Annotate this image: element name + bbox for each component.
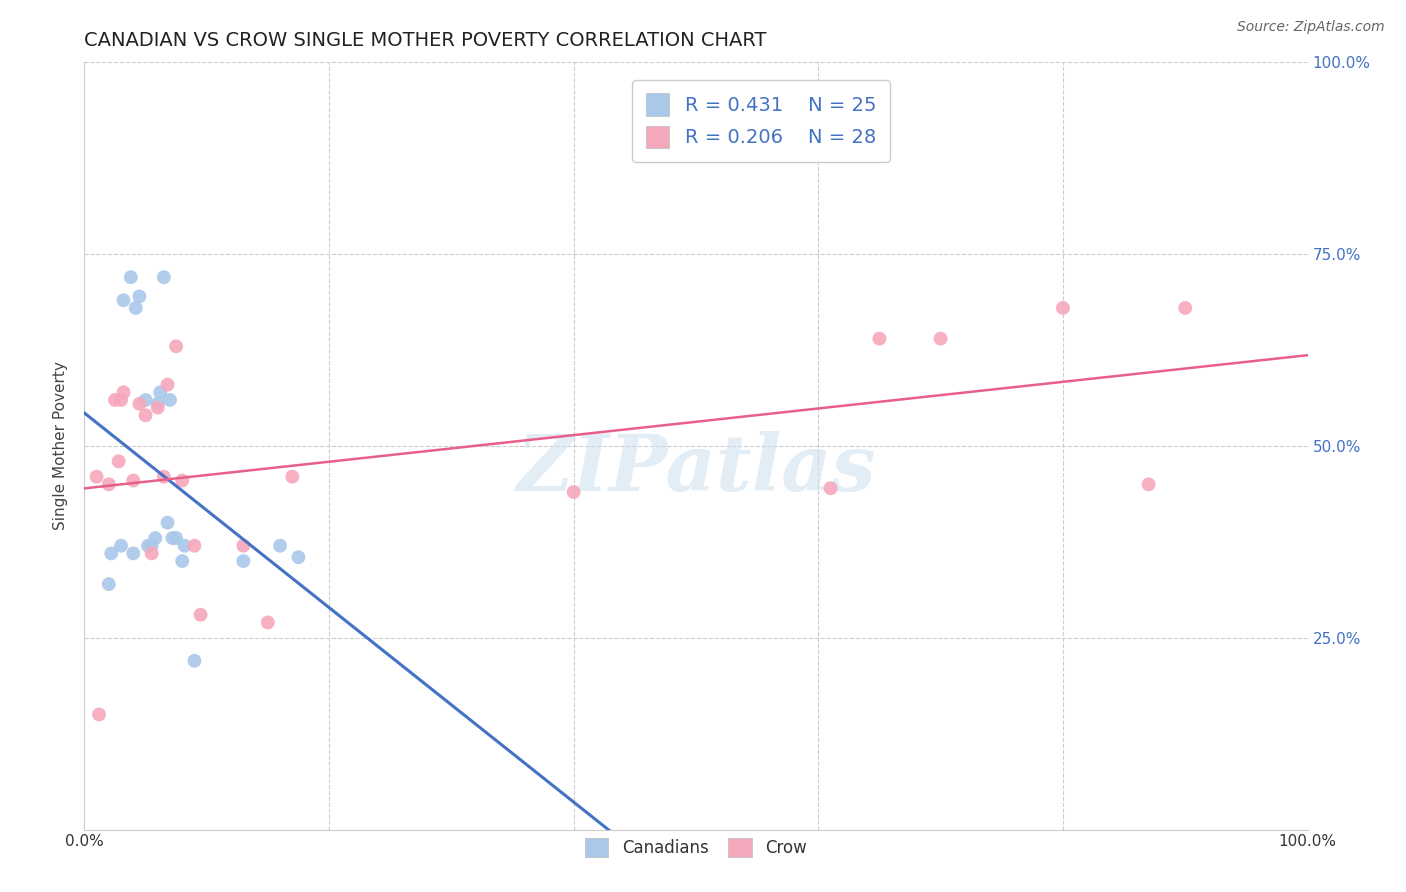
Point [1137, 477, 1160, 491]
Point [141, 546, 163, 560]
Text: Source: ZipAtlas.com: Source: ZipAtlas.com [1237, 20, 1385, 34]
Point [1174, 301, 1197, 315]
Point [159, 392, 181, 407]
Point [107, 454, 129, 468]
Point [165, 339, 187, 353]
Point [190, 607, 212, 622]
Point [100, 546, 122, 560]
Point [128, 397, 150, 411]
Point [153, 270, 176, 285]
Point [97, 477, 120, 491]
Point [146, 397, 169, 411]
Point [143, 531, 166, 545]
Point [162, 531, 184, 545]
Point [122, 546, 145, 560]
Point [87, 707, 110, 722]
Point [172, 554, 194, 568]
Point [110, 539, 132, 553]
Text: ZIPatlas: ZIPatlas [516, 431, 876, 508]
Point [156, 377, 179, 392]
Point [136, 539, 159, 553]
Point [146, 401, 169, 415]
Point [562, 485, 585, 500]
Point [820, 481, 842, 495]
Point [269, 539, 291, 553]
Point [110, 392, 132, 407]
Y-axis label: Single Mother Poverty: Single Mother Poverty [53, 361, 69, 531]
Point [172, 474, 194, 488]
Point [153, 469, 176, 483]
Point [232, 539, 254, 553]
Point [135, 409, 157, 423]
Point [141, 539, 163, 553]
Point [135, 392, 157, 407]
Point [183, 539, 205, 553]
Text: CANADIAN VS CROW SINGLE MOTHER POVERTY CORRELATION CHART: CANADIAN VS CROW SINGLE MOTHER POVERTY C… [84, 30, 766, 50]
Point [183, 654, 205, 668]
Point [232, 554, 254, 568]
Point [122, 474, 145, 488]
Point [173, 539, 195, 553]
Point [257, 615, 280, 630]
Point [929, 332, 952, 346]
Point [112, 293, 135, 308]
Point [287, 550, 309, 565]
Point [97, 577, 120, 591]
Point [165, 531, 187, 545]
Point [149, 385, 172, 400]
Point [281, 469, 304, 483]
Point [120, 270, 142, 285]
Point [156, 516, 179, 530]
Point [112, 385, 135, 400]
Point [104, 392, 127, 407]
Point [869, 332, 891, 346]
Point [128, 289, 150, 303]
Point [86, 469, 108, 483]
Point [125, 301, 148, 315]
Legend: Canadians, Crow: Canadians, Crow [578, 830, 814, 863]
Point [1052, 301, 1074, 315]
